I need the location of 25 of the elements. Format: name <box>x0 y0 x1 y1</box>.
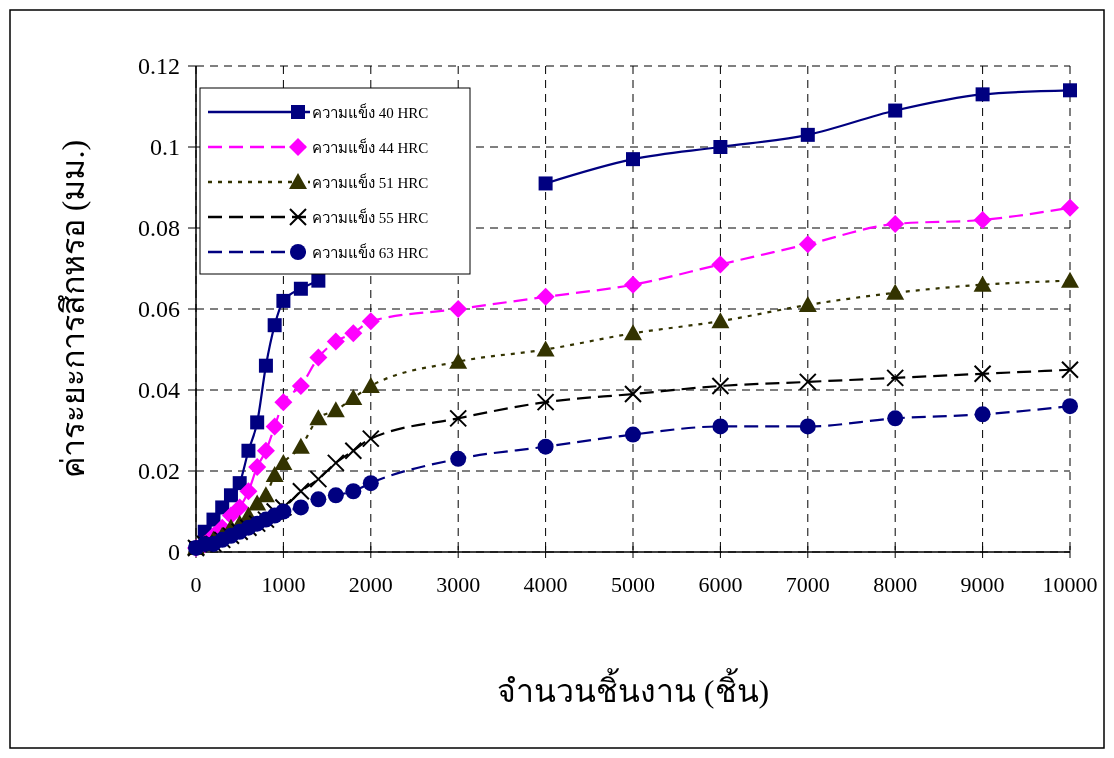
x-tick-label: 7000 <box>785 572 830 597</box>
y-tick-label: 0 <box>168 539 180 565</box>
legend-label: ความแข็ง 51 HRC <box>312 173 429 191</box>
x-axis-title: จำนวนชิ้นงาน (ชิ้น) <box>496 668 770 709</box>
legend-label: ความแข็ง 44 HRC <box>312 138 429 156</box>
x-tick-label: 0 <box>190 572 202 597</box>
x-tick-label: 5000 <box>611 572 655 597</box>
y-tick-label: 0.08 <box>138 215 180 241</box>
y-tick-label: 0.1 <box>150 134 180 160</box>
legend-label: ความแข็ง 55 HRC <box>312 208 429 226</box>
legend-label: ความแข็ง 40 HRC <box>312 103 429 121</box>
y-tick-label: 0.12 <box>138 53 180 79</box>
x-tick-label: 8000 <box>873 572 918 597</box>
x-tick-label: 3000 <box>436 572 481 597</box>
x-tick-label: 4000 <box>523 572 568 597</box>
x-tick-label: 6000 <box>698 572 743 597</box>
x-tick-label: 1000 <box>261 572 306 597</box>
y-tick-label: 0.06 <box>138 296 180 322</box>
y-axis-title: ค่าระยะการสึกหรอ (มม.) <box>55 139 91 479</box>
y-tick-label: 0.04 <box>138 377 180 403</box>
x-tick-label: 10000 <box>1042 572 1098 597</box>
y-tick-label: 0.02 <box>138 458 180 484</box>
legend-label: ความแข็ง 63 HRC <box>312 243 429 261</box>
x-tick-label: 2000 <box>348 572 393 597</box>
x-tick-label: 9000 <box>960 572 1005 597</box>
